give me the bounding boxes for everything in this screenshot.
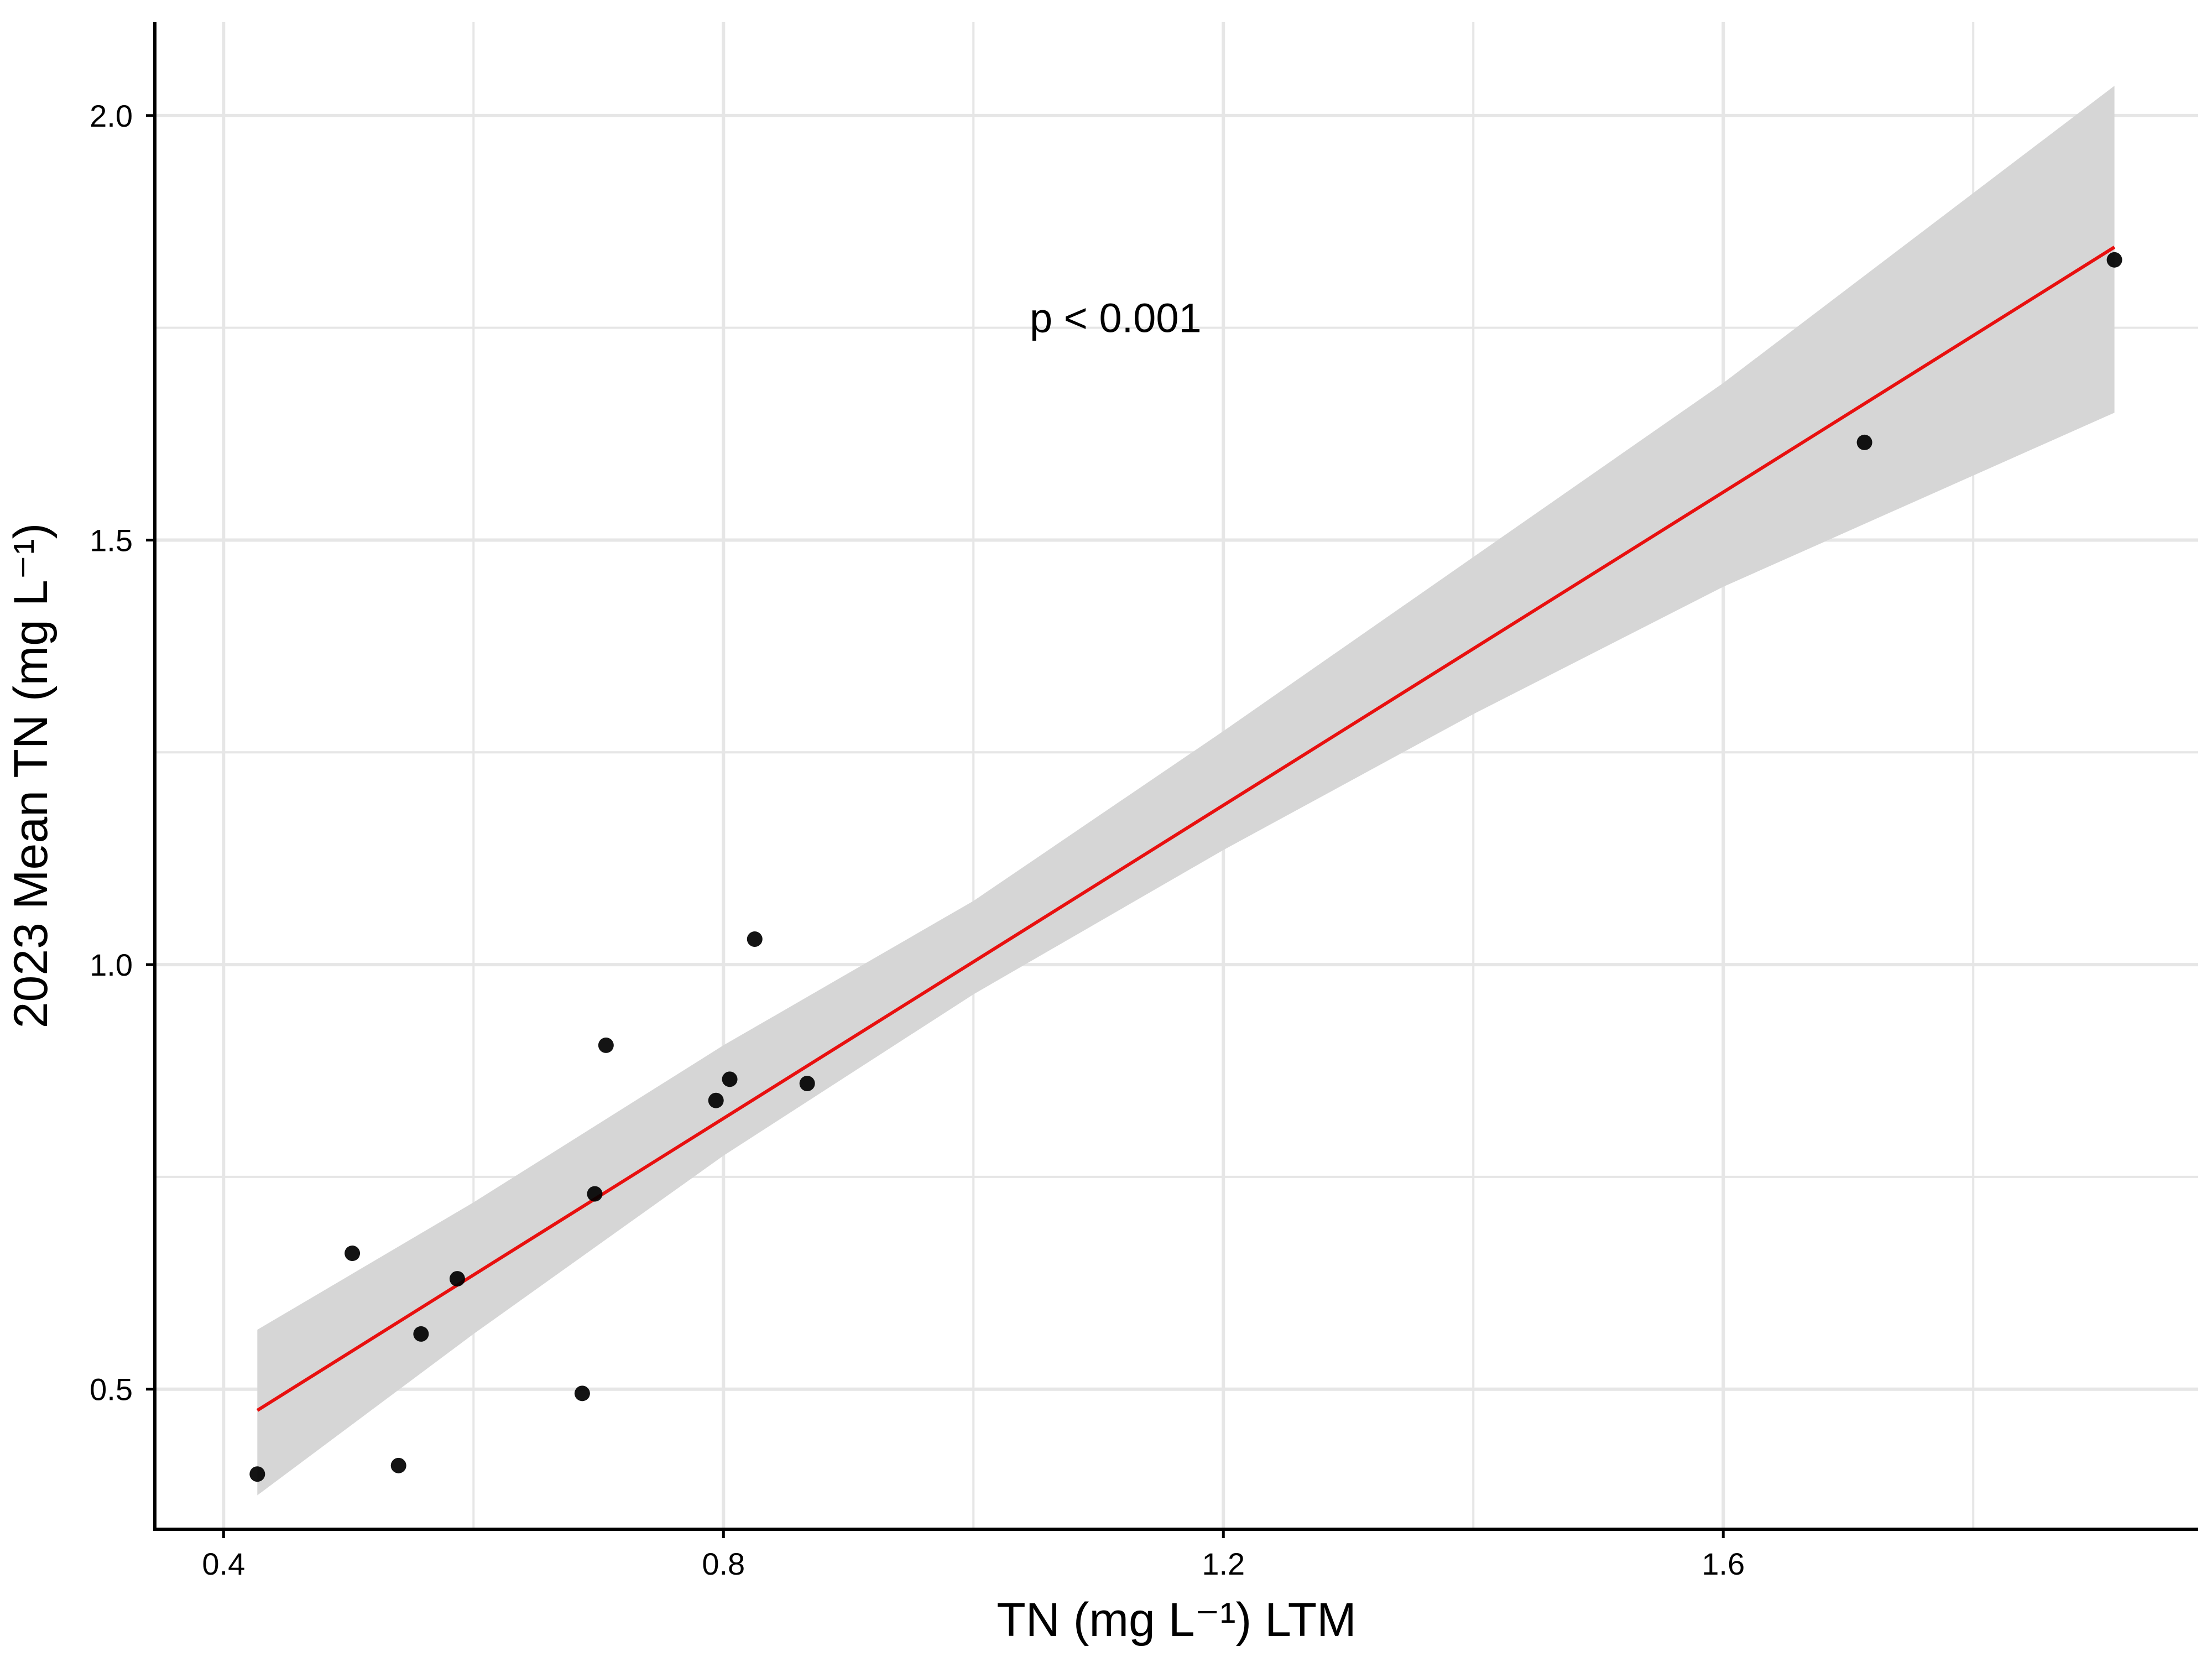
y-tick-label: 1.0 [90, 947, 133, 982]
annotations: p < 0.001 [1030, 295, 1202, 341]
data-point [799, 1076, 815, 1092]
data-point [390, 1457, 406, 1473]
data-point [449, 1271, 465, 1287]
data-point [747, 931, 763, 947]
data-point [587, 1186, 603, 1202]
x-tick-label: 1.2 [1202, 1546, 1245, 1581]
axis-titles: TN (mg L⁻¹) LTM 2023 Mean TN (mg L⁻¹) [4, 523, 1357, 1647]
data-point [598, 1037, 614, 1053]
y-tick-label: 2.0 [90, 98, 133, 133]
data-point [722, 1071, 738, 1087]
data-point [1856, 434, 1872, 450]
axes [146, 22, 2198, 1538]
data-points [249, 252, 2122, 1482]
fit-line-layer [256, 246, 2116, 1412]
y-tick-label: 0.5 [90, 1372, 133, 1407]
confidence-band-layer [257, 86, 2115, 1496]
data-point [249, 1466, 265, 1482]
data-point [413, 1326, 429, 1342]
confidence-band [257, 86, 2115, 1496]
data-point [708, 1092, 724, 1108]
data-point [574, 1385, 590, 1402]
x-tick-label: 0.8 [702, 1546, 745, 1581]
tick-labels: 0.4 0.8 1.2 1.6 0.5 1.0 1.5 2.0 [90, 98, 1745, 1581]
y-tick-label: 1.5 [90, 523, 133, 558]
x-tick-label: 1.6 [1702, 1546, 1745, 1581]
p-value-annotation: p < 0.001 [1030, 295, 1202, 341]
regression-line [256, 246, 2116, 1412]
data-point [345, 1246, 361, 1262]
x-axis-title: TN (mg L⁻¹) LTM [997, 1593, 1357, 1647]
data-point [2106, 252, 2122, 268]
x-tick-label: 0.4 [202, 1546, 245, 1581]
y-axis-title: 2023 Mean TN (mg L⁻¹) [4, 523, 58, 1029]
grid-lines [155, 22, 2198, 1529]
